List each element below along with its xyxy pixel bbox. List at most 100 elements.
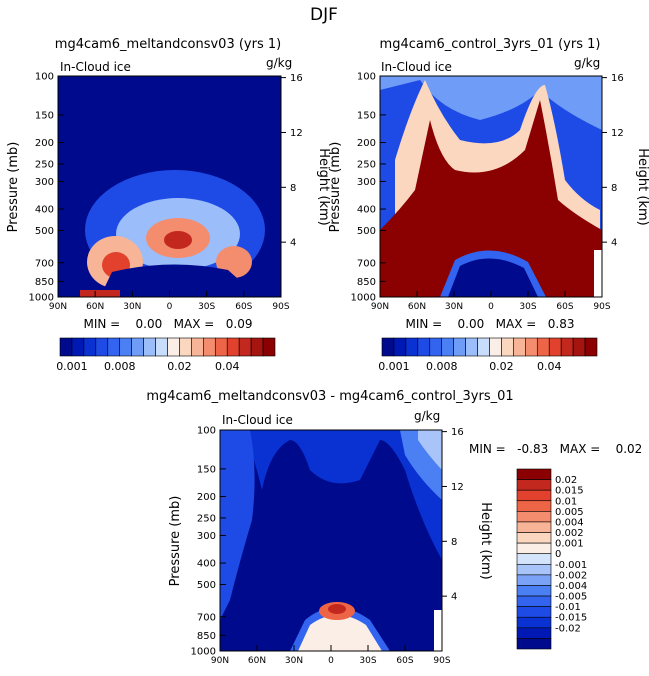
y-tick-label: 850 [197,631,216,642]
x-tick-label: 60N [86,302,104,312]
colorbar-swatch [516,595,552,607]
panel1-colorbar [59,337,276,357]
right-tick-label: 4 [290,238,296,249]
panel1-blob-eq-core [164,231,192,249]
panel3-colorbar [516,468,552,650]
y-tick-label: 150 [197,464,216,475]
colorbar-swatch [516,479,552,491]
colorbar-swatch [516,563,552,576]
colorbar-swatch [516,489,552,502]
x-tick-label: 30N [285,656,303,666]
x-tick-label: 90S [593,302,610,312]
y-tick-label: 300 [357,177,376,188]
right-tick-label: 16 [451,427,464,438]
y-tick-label: 850 [357,277,376,288]
colorbar-swatch [441,337,454,357]
panel3-ylabel: Pressure (mb) [168,496,183,587]
colorbar-swatch [429,337,443,357]
colorbar-swatch [572,337,586,357]
page-title: DJF [310,5,338,25]
colorbar-swatch [226,337,240,357]
panel2-x-ticks: 90N 60N 30N 0 30S 60S 90S [371,291,611,312]
panel2-title: mg4cam6_control_3yrs_01 (yrs 1) [380,37,601,52]
panel3-right-ticks: 16 12 8 4 [442,427,464,603]
panel3-dome-core [328,604,346,614]
panel2-lowlevel-dome [448,258,538,297]
colorbar-swatch [584,337,598,357]
colorbar-swatch [119,337,132,357]
y-tick-label: 1000 [191,647,216,658]
x-tick-label: 90N [211,656,229,666]
y-tick-label: 1000 [351,293,376,304]
panel1-title: mg4cam6_meltandconsv03 (yrs 1) [55,37,281,52]
panel2-field-label: In-Cloud ice [381,60,452,74]
x-tick-label: 60N [408,302,426,312]
colorbar-swatch [516,606,552,618]
y-tick-label: 200 [197,492,216,503]
colorbar-swatch [525,337,538,357]
right-tick-label: 8 [611,183,617,194]
colorbar-swatch [516,468,552,480]
panel2-stats: MIN = 0.00 MAX = 0.83 [406,317,575,331]
y-tick-label: 500 [357,226,376,237]
colorbar-swatch [59,337,73,357]
panel1-y-ticks: 100 150 200 250 300 400 500 700 850 1000 [29,72,64,304]
panel3-ylabel-right: Height (km) [478,502,493,579]
colorbar-swatch [501,337,514,357]
y-tick-label: 400 [197,559,216,570]
colorbar-swatch [516,638,552,650]
x-tick-label: 0 [328,656,334,666]
panel1-field [58,76,281,297]
colorbar-swatch [179,337,192,357]
y-tick-label: 300 [197,531,216,542]
colorbar-label: 0.02 [555,475,577,486]
panel2-y-ticks: 100 150 200 250 300 400 500 700 850 1000 [351,72,386,304]
colorbar-label: 0.015 [555,486,584,497]
y-tick-label: 150 [357,110,376,121]
right-tick-label: 12 [451,482,464,493]
colorbar-swatch [238,337,252,357]
y-tick-label: 850 [35,277,54,288]
panel-meltandconsv: mg4cam6_meltandconsv03 (yrs 1) In-Cloud … [6,37,331,373]
panel1-right-ticks: 16 12 8 4 [281,73,303,249]
colorbar-label: -0.005 [555,592,587,603]
y-tick-label: 500 [35,226,54,237]
colorbar-label: -0.015 [555,613,587,624]
colorbar-swatch [143,337,156,357]
x-tick-label: 0 [488,302,494,312]
colorbar-swatch [513,337,526,357]
colorbar-label: -0.02 [555,623,581,634]
right-tick-label: 8 [451,537,457,548]
panel1-ylabel: Pressure (mb) [6,142,21,233]
colorbar-label: 0.004 [555,517,584,528]
panel2-field [380,76,602,297]
colorbar-label: -0.002 [555,570,587,581]
colorbar-label: 0.04 [215,360,240,373]
colorbar-swatch [381,337,395,357]
colorbar-swatch [516,553,552,565]
panel2-colorbar [381,337,598,357]
y-tick-label: 250 [357,159,376,170]
right-tick-label: 16 [290,73,303,84]
colorbar-swatch [203,337,216,357]
colorbar-label: 0.002 [555,528,584,539]
panel3-field [220,430,442,651]
colorbar-label: 0.04 [537,360,562,373]
panel2-right-ticks: 16 12 8 4 [602,73,624,249]
colorbar-swatch [536,337,550,357]
panel3-lowlevel-dome [298,615,382,651]
x-tick-label: 0 [167,302,173,312]
panel2-main-body [380,100,602,297]
colorbar-swatch [191,337,204,357]
right-tick-label: 12 [611,128,624,139]
colorbar-swatch [155,337,168,357]
right-tick-label: 8 [290,183,296,194]
panel1-colorbar-labels: 0.001 0.008 0.02 0.04 [56,360,239,373]
colorbar-swatch [516,521,552,533]
colorbar-swatch [516,627,552,639]
x-tick-label: 60S [556,302,573,312]
colorbar-swatch [477,337,490,357]
panel3-field-label: In-Cloud ice [222,413,293,427]
y-tick-label: 250 [197,513,216,524]
